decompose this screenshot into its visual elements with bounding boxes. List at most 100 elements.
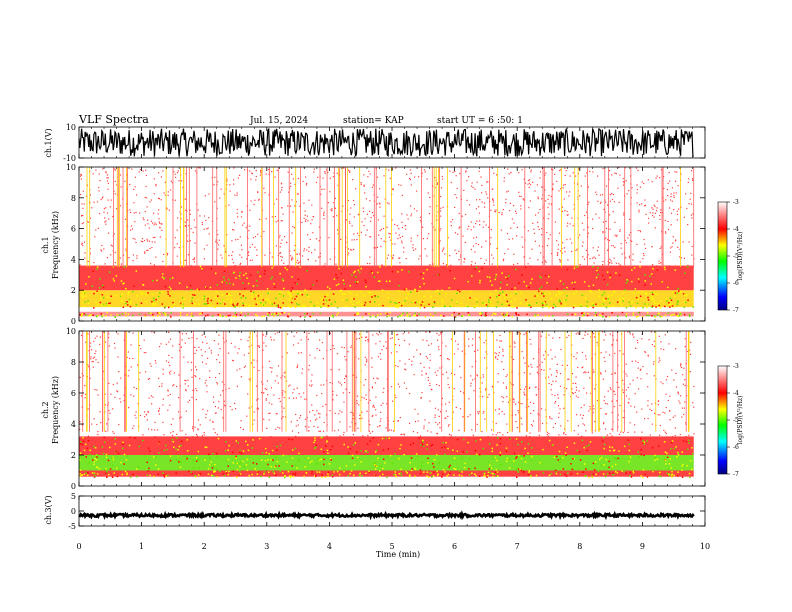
- psd-pixel: [453, 474, 455, 476]
- psd-pixel: [218, 334, 220, 336]
- psd-pixel: [399, 447, 401, 450]
- psd-pixel: [254, 298, 256, 300]
- psd-pixel: [525, 299, 527, 301]
- psd-pixel: [323, 218, 325, 220]
- psd-pixel: [153, 299, 155, 302]
- psd-pixel: [289, 384, 291, 386]
- psd-pixel: [219, 315, 222, 317]
- psd-pixel: [547, 218, 549, 220]
- psd-pixel: [212, 396, 215, 398]
- psd-pixel: [324, 171, 326, 173]
- psd-pixel: [563, 433, 565, 435]
- psd-pixel: [236, 369, 238, 371]
- psd-pixel: [240, 452, 243, 455]
- psd-pixel: [558, 434, 560, 436]
- psd-pixel: [134, 238, 136, 240]
- psd-pixel: [608, 472, 611, 474]
- psd-pixel: [128, 257, 130, 259]
- psd-pixel: [90, 349, 93, 351]
- psd-pixel: [236, 208, 238, 211]
- psd-pixel: [410, 237, 412, 239]
- psd-pixel: [204, 446, 207, 448]
- psd-pixel: [551, 383, 553, 386]
- psd-pixel: [614, 470, 617, 473]
- psd-pixel: [312, 284, 314, 286]
- psd-pixel: [257, 295, 260, 297]
- psd-pixel: [80, 174, 83, 176]
- psd-pixel: [560, 188, 562, 190]
- psd-pixel: [688, 434, 690, 436]
- psd-pixel: [327, 171, 329, 173]
- psd-pixel: [286, 352, 288, 354]
- psd-pixel: [362, 435, 364, 437]
- psd-pixel: [648, 314, 650, 317]
- psd-pixel: [609, 302, 611, 304]
- psd-pixel: [101, 197, 103, 199]
- psd-pixel: [622, 297, 625, 300]
- psd-pixel: [103, 211, 105, 213]
- psd-pixel: [255, 179, 257, 181]
- psd-pixel: [422, 302, 425, 304]
- psd-pixel: [423, 471, 425, 473]
- psd-pixel: [82, 440, 85, 443]
- psd-pixel: [302, 255, 304, 257]
- psd-pixel: [92, 314, 94, 316]
- psd-pixel: [218, 373, 220, 375]
- psd-pixel: [482, 395, 484, 398]
- psd-pixel: [89, 217, 91, 219]
- psd-pixel: [638, 311, 641, 314]
- psd-pixel: [369, 301, 371, 303]
- psd-pixel: [603, 400, 605, 402]
- psd-pixel: [204, 336, 206, 338]
- psd-pixel: [96, 266, 99, 268]
- psd-pixel: [291, 449, 294, 451]
- psd-pixel: [658, 312, 661, 315]
- psd-pixel: [152, 236, 155, 239]
- psd-pixel: [344, 288, 346, 290]
- psd-pixel: [168, 286, 171, 288]
- psd-pixel: [445, 417, 447, 419]
- psd-pixel: [562, 457, 564, 459]
- psd-pixel: [197, 474, 200, 476]
- psd-pixel: [145, 371, 147, 373]
- psd-pixel: [157, 410, 160, 412]
- psd-pixel: [556, 254, 558, 256]
- psd-pixel: [634, 424, 636, 426]
- psd-pixel: [445, 345, 447, 347]
- psd-pixel: [162, 273, 164, 275]
- psd-pixel: [462, 314, 464, 317]
- psd-pixel: [342, 392, 344, 394]
- psd-pixel: [676, 213, 678, 215]
- psd-pixel: [569, 238, 571, 240]
- psd-pixel: [366, 451, 369, 453]
- psd-pixel: [683, 216, 685, 218]
- psd-pixel: [289, 476, 292, 479]
- psd-pixel: [644, 473, 646, 475]
- psd-pixel: [622, 178, 624, 180]
- psd-pixel: [98, 212, 101, 215]
- psd-pixel: [290, 182, 292, 184]
- psd-pixel: [204, 382, 206, 384]
- psd-pixel: [541, 246, 544, 248]
- psd-pixel: [592, 284, 595, 286]
- psd-pixel: [365, 450, 367, 452]
- psd-pixel: [242, 304, 245, 307]
- psd-pixel: [160, 223, 162, 225]
- psd-pixel: [279, 272, 281, 275]
- psd-pixel: [313, 304, 315, 307]
- psd-pixel: [263, 315, 265, 317]
- psd-pixel: [572, 393, 574, 395]
- psd-pixel: [552, 380, 554, 382]
- psd-pixel: [163, 277, 166, 279]
- psd-pixel: [421, 301, 424, 303]
- psd-pixel: [205, 379, 207, 381]
- psd-pixel: [273, 203, 275, 205]
- psd-pixel: [481, 382, 483, 384]
- psd-pixel: [578, 390, 580, 392]
- psd-pixel: [166, 448, 168, 451]
- psd-pixel: [148, 428, 150, 430]
- psd-pixel: [145, 174, 147, 177]
- psd-pixel: [502, 350, 504, 352]
- psd-pixel: [666, 472, 669, 475]
- psd-pixel: [627, 431, 629, 433]
